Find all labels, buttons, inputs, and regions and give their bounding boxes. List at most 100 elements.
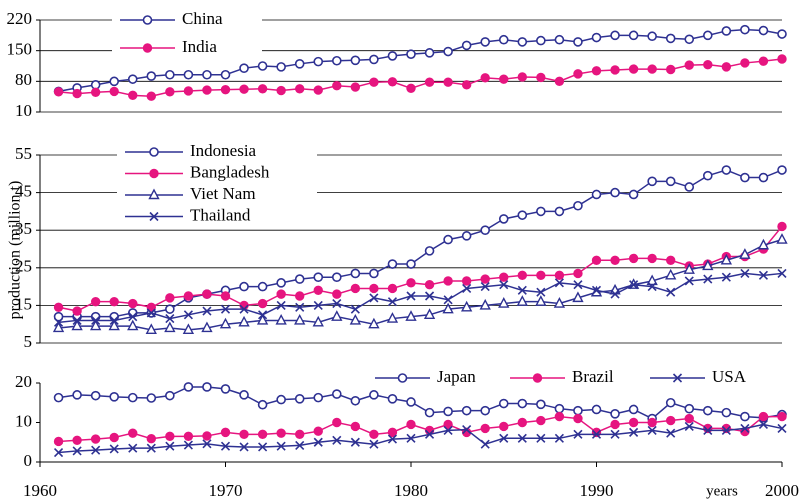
point: [573, 200, 583, 211]
point: [573, 413, 583, 424]
point: [424, 280, 435, 290]
y-tick-label: 45: [15, 182, 32, 201]
y-tick-label: 0: [24, 451, 33, 470]
point: [665, 397, 676, 408]
point: [406, 49, 416, 59]
legend-marker: [149, 147, 159, 157]
point: [777, 411, 787, 422]
point: [127, 392, 138, 403]
point: [332, 435, 342, 445]
x-tick-label: 1970: [209, 481, 243, 500]
point: [72, 315, 82, 326]
point: [386, 312, 399, 323]
y-tick-label: 220: [7, 9, 33, 28]
point: [146, 443, 156, 453]
point: [90, 434, 101, 444]
point: [776, 233, 788, 244]
point: [109, 76, 119, 87]
point: [313, 285, 323, 296]
point: [721, 272, 731, 282]
point: [517, 433, 527, 443]
point: [165, 390, 175, 401]
point: [628, 417, 639, 428]
point: [721, 62, 732, 72]
point: [777, 221, 787, 232]
point: [554, 433, 564, 443]
legend-label: Thailand: [190, 205, 251, 224]
point: [239, 281, 249, 292]
point: [313, 426, 323, 436]
point: [572, 291, 584, 303]
point: [628, 253, 639, 264]
point: [350, 55, 361, 66]
point: [517, 270, 527, 281]
point: [443, 295, 453, 305]
point: [276, 428, 286, 438]
point: [219, 317, 232, 329]
point: [146, 302, 157, 312]
point: [665, 268, 677, 280]
point: [368, 317, 380, 329]
x-tick-label: 2000: [765, 481, 799, 500]
point: [257, 61, 268, 71]
point: [758, 172, 769, 183]
point: [220, 384, 231, 394]
point: [461, 231, 472, 241]
point: [443, 234, 453, 245]
point: [127, 74, 138, 84]
point: [202, 289, 212, 299]
point: [777, 29, 787, 39]
point: [387, 259, 398, 269]
point: [53, 317, 64, 327]
point: [536, 72, 546, 83]
y-tick-label: 150: [7, 40, 33, 59]
point: [109, 86, 119, 97]
point: [294, 274, 305, 284]
point: [721, 165, 732, 175]
point: [610, 65, 620, 75]
point: [406, 259, 416, 269]
point: [777, 423, 787, 433]
point: [128, 443, 138, 453]
legend-marker: [149, 168, 159, 179]
point: [740, 172, 750, 183]
point: [405, 310, 417, 321]
legend-marker: [148, 188, 160, 200]
point: [369, 293, 379, 303]
point: [331, 55, 342, 66]
point: [536, 270, 546, 281]
point: [480, 423, 490, 434]
point: [758, 25, 769, 36]
point: [295, 291, 305, 301]
point: [294, 393, 305, 404]
point: [109, 432, 119, 443]
point: [573, 405, 583, 416]
series-line: [58, 238, 783, 331]
point: [238, 315, 250, 327]
point: [684, 182, 695, 192]
point: [183, 86, 194, 96]
point: [258, 442, 268, 452]
point: [702, 259, 714, 271]
point: [165, 313, 175, 324]
legend-background: [368, 368, 812, 390]
point: [610, 409, 620, 419]
point: [536, 287, 546, 297]
y-axis-label: production (million t): [7, 181, 24, 320]
point: [610, 429, 620, 439]
point: [591, 255, 602, 265]
point: [146, 91, 157, 101]
point: [406, 397, 416, 407]
point: [202, 439, 212, 449]
point: [387, 283, 398, 294]
point: [350, 268, 361, 279]
point: [573, 280, 583, 290]
point: [554, 270, 565, 281]
point: [443, 425, 453, 435]
point: [369, 283, 379, 294]
point: [128, 428, 138, 438]
point: [202, 431, 212, 441]
point: [387, 434, 398, 444]
point: [146, 433, 157, 444]
